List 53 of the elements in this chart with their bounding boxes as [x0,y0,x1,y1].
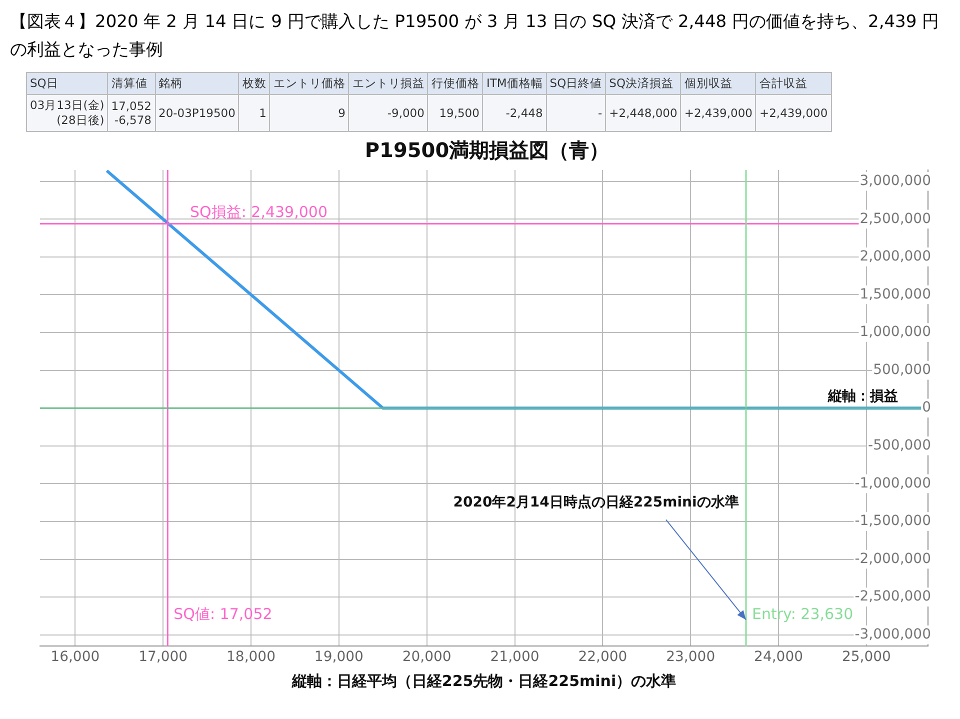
ref-line-label: SQ損益: 2,439,000 [190,203,328,222]
text: +2,439,000 [759,106,828,120]
category-label: SQ日 [26,72,108,94]
y-tick-label: -1,500,000 [854,513,931,530]
x-tick-label: 16,000 [50,649,100,666]
text: 03月13日(金) (28日後) [30,98,104,127]
category-label: エントリ損益 [348,72,428,94]
y-tick-label: 3,000,000 [860,172,931,189]
text: - [598,106,602,120]
annotation: 2020年2月14日時点の日経225miniの水準 [453,494,739,510]
text: +2,439,000 [684,106,752,120]
text: -9,000 [387,106,424,120]
category-label: ITM価格幅 [482,72,546,94]
y-tick-label: -500,000 [868,438,931,454]
text: 1 [259,106,266,120]
y-tick-label: 1,500,000 [860,286,931,302]
category-label: SQ決済損益 [606,72,681,94]
category-label: 清算値 [108,72,155,94]
text: +2,448,000 [609,106,678,120]
x-tick-label: 20,000 [402,649,452,666]
y-tick-label: 2,000,000 [860,248,931,265]
x-tick-label: 24,000 [754,649,804,666]
y-tick-label: 2,500,000 [860,210,931,227]
y-tick-label: -1,000,000 [854,475,931,492]
x-tick-label: 18,000 [226,649,276,666]
chart-title: P19500満期損益図（青） [364,138,610,162]
text: 9 [338,106,346,120]
x-tick-label: 23,000 [666,649,716,666]
x-tick-label: 22,000 [578,649,628,666]
y-tick-label: -3,000,000 [854,626,931,643]
x-tick-label: 17,000 [138,649,188,666]
text: 19,500 [439,106,480,120]
category-label: エントリ価格 [270,72,349,94]
x-tick-label: 21,000 [490,649,540,666]
text: 【図表４】2020 年 2 月 14 日に 9 円で購入した P19500 が 3 月 13 日の SQ 決済で 2,448 円の価値を持ち、2,439 円の利益となった事例 [10,11,940,62]
y-tick-label: -2,500,000 [854,588,931,605]
y-tick-label: -2,000,000 [854,550,931,567]
category-label: SQ日終値 [546,72,606,94]
category-label: 行使価格 [428,72,483,94]
y-axis-title: 縦軸：損益 [827,388,898,405]
text: 20-03P19500 [158,106,236,120]
text: 17,052 -6,578 [111,99,152,127]
y-tick-label: 1,000,000 [860,324,931,340]
text: -2,448 [506,106,543,120]
category-label: 枚数 [238,72,270,94]
ref-line-label: SQ値: 17,052 [174,605,272,624]
x-tick-label: 19,000 [314,649,364,666]
category-label: 合計収益 [756,72,832,94]
category-label: 個別収益 [680,72,756,94]
y-tick-label: 500,000 [873,362,931,378]
x-tick-label: 25,000 [842,649,891,666]
x-axis-title: 縦軸：日経平均（日経225先物・日経225mini）の水準 [290,672,676,690]
category-label: 銘柄 [155,72,239,94]
